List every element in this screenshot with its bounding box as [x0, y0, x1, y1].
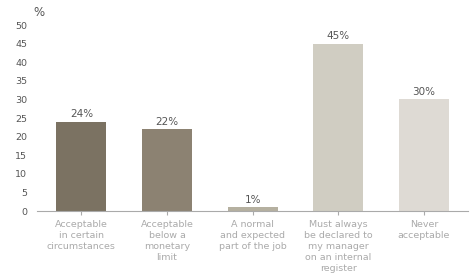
Text: 1%: 1% [245, 195, 261, 205]
Bar [399, 99, 449, 211]
Text: 30%: 30% [412, 87, 436, 97]
Text: 45%: 45% [327, 31, 350, 41]
Bar [142, 129, 192, 211]
Bar [56, 122, 106, 211]
Text: 24%: 24% [70, 109, 93, 119]
Bar [313, 44, 363, 211]
Bar [228, 207, 277, 211]
Text: %: % [33, 6, 44, 20]
Text: 22%: 22% [155, 117, 179, 127]
